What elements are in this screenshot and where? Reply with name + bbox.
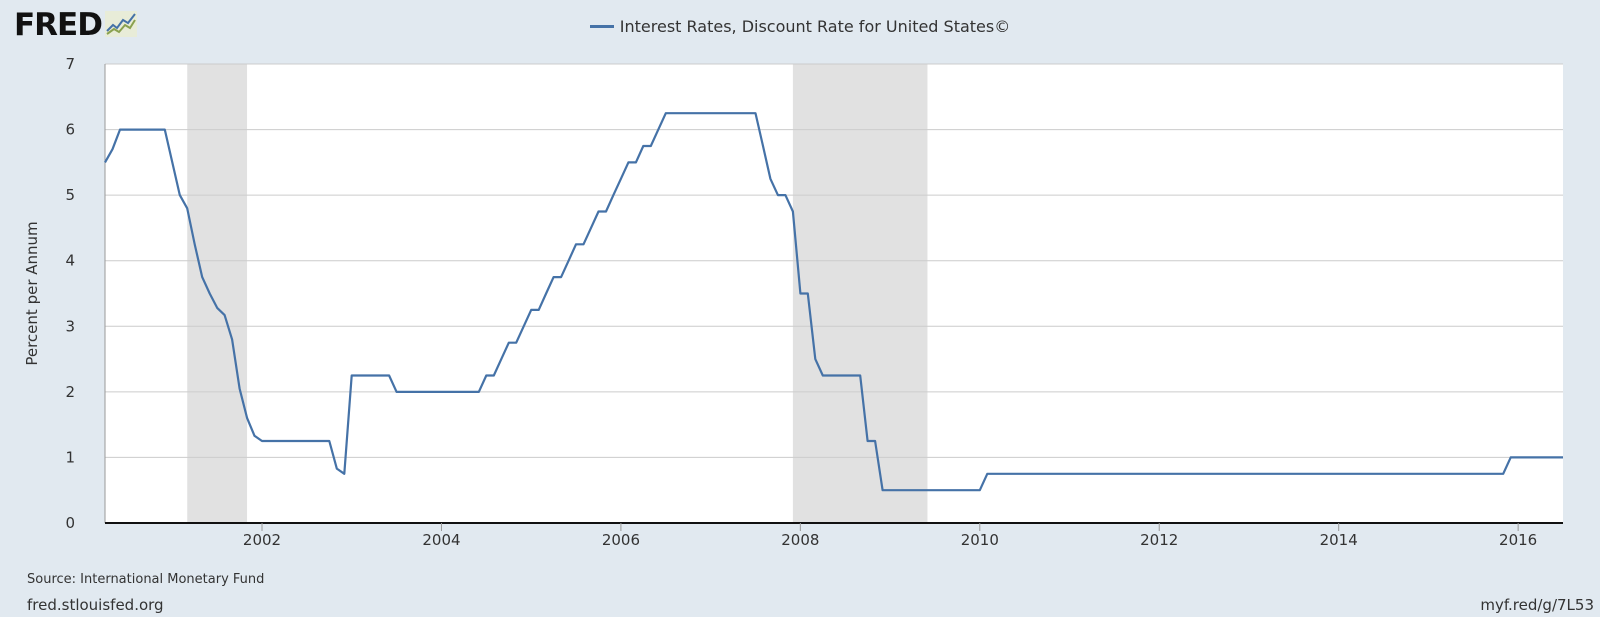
source-note: Source: International Monetary Fund bbox=[27, 572, 265, 587]
site-link[interactable]: fred.stlouisfed.org bbox=[27, 596, 164, 614]
y-tick-label: 1 bbox=[65, 448, 75, 466]
fred-logo[interactable]: FRED bbox=[14, 9, 137, 41]
y-tick-label: 4 bbox=[65, 252, 75, 270]
fred-chart-icon bbox=[104, 11, 137, 41]
y-tick-label: 5 bbox=[65, 186, 75, 204]
x-tick-label: 2008 bbox=[781, 531, 819, 549]
legend-swatch bbox=[589, 25, 614, 28]
fred-logo-text: FRED bbox=[14, 6, 103, 43]
y-tick-label: 3 bbox=[65, 317, 75, 335]
y-tick-label: 2 bbox=[65, 383, 75, 401]
series-line bbox=[104, 112, 1563, 492]
x-tick-label: 2004 bbox=[422, 531, 460, 549]
recession-band bbox=[792, 64, 928, 523]
recession-band bbox=[187, 64, 248, 523]
x-tick-label: 2010 bbox=[961, 531, 999, 549]
x-tick-label: 2002 bbox=[243, 531, 281, 549]
y-tick-label: 6 bbox=[65, 121, 75, 139]
chart-legend: Interest Rates, Discount Rate for United… bbox=[0, 17, 1600, 36]
y-axis-title: Percent per Annum bbox=[23, 221, 41, 365]
x-tick-label: 2016 bbox=[1499, 531, 1537, 549]
y-tick-label: 0 bbox=[65, 514, 75, 532]
x-tick-label: 2014 bbox=[1320, 531, 1358, 549]
y-tick-label: 7 bbox=[65, 55, 75, 73]
x-tick-label: 2006 bbox=[602, 531, 640, 549]
short-link[interactable]: myf.red/g/7L53 bbox=[1480, 596, 1594, 614]
x-tick-label: 2012 bbox=[1140, 531, 1178, 549]
legend-label: Interest Rates, Discount Rate for United… bbox=[619, 17, 1011, 36]
